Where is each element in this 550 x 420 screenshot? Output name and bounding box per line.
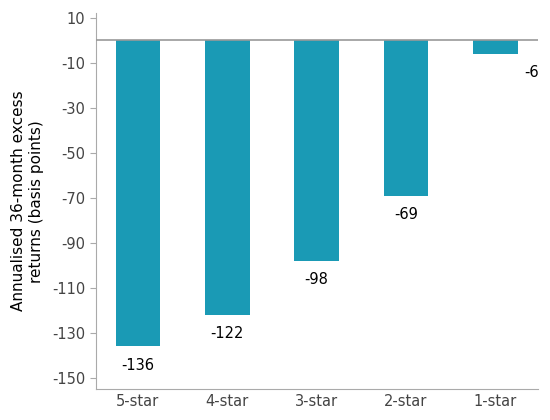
Bar — [473, 40, 518, 54]
Text: -98: -98 — [305, 272, 328, 287]
Text: -69: -69 — [394, 207, 418, 222]
Text: -6: -6 — [524, 65, 538, 80]
Y-axis label: Annualised 36-month excess
returns (basis points): Annualised 36-month excess returns (basi… — [11, 91, 43, 312]
Bar — [383, 40, 428, 195]
Bar — [205, 40, 250, 315]
Bar — [116, 40, 160, 346]
Bar — [294, 40, 339, 261]
Text: -136: -136 — [122, 357, 155, 373]
Text: -122: -122 — [211, 326, 244, 341]
